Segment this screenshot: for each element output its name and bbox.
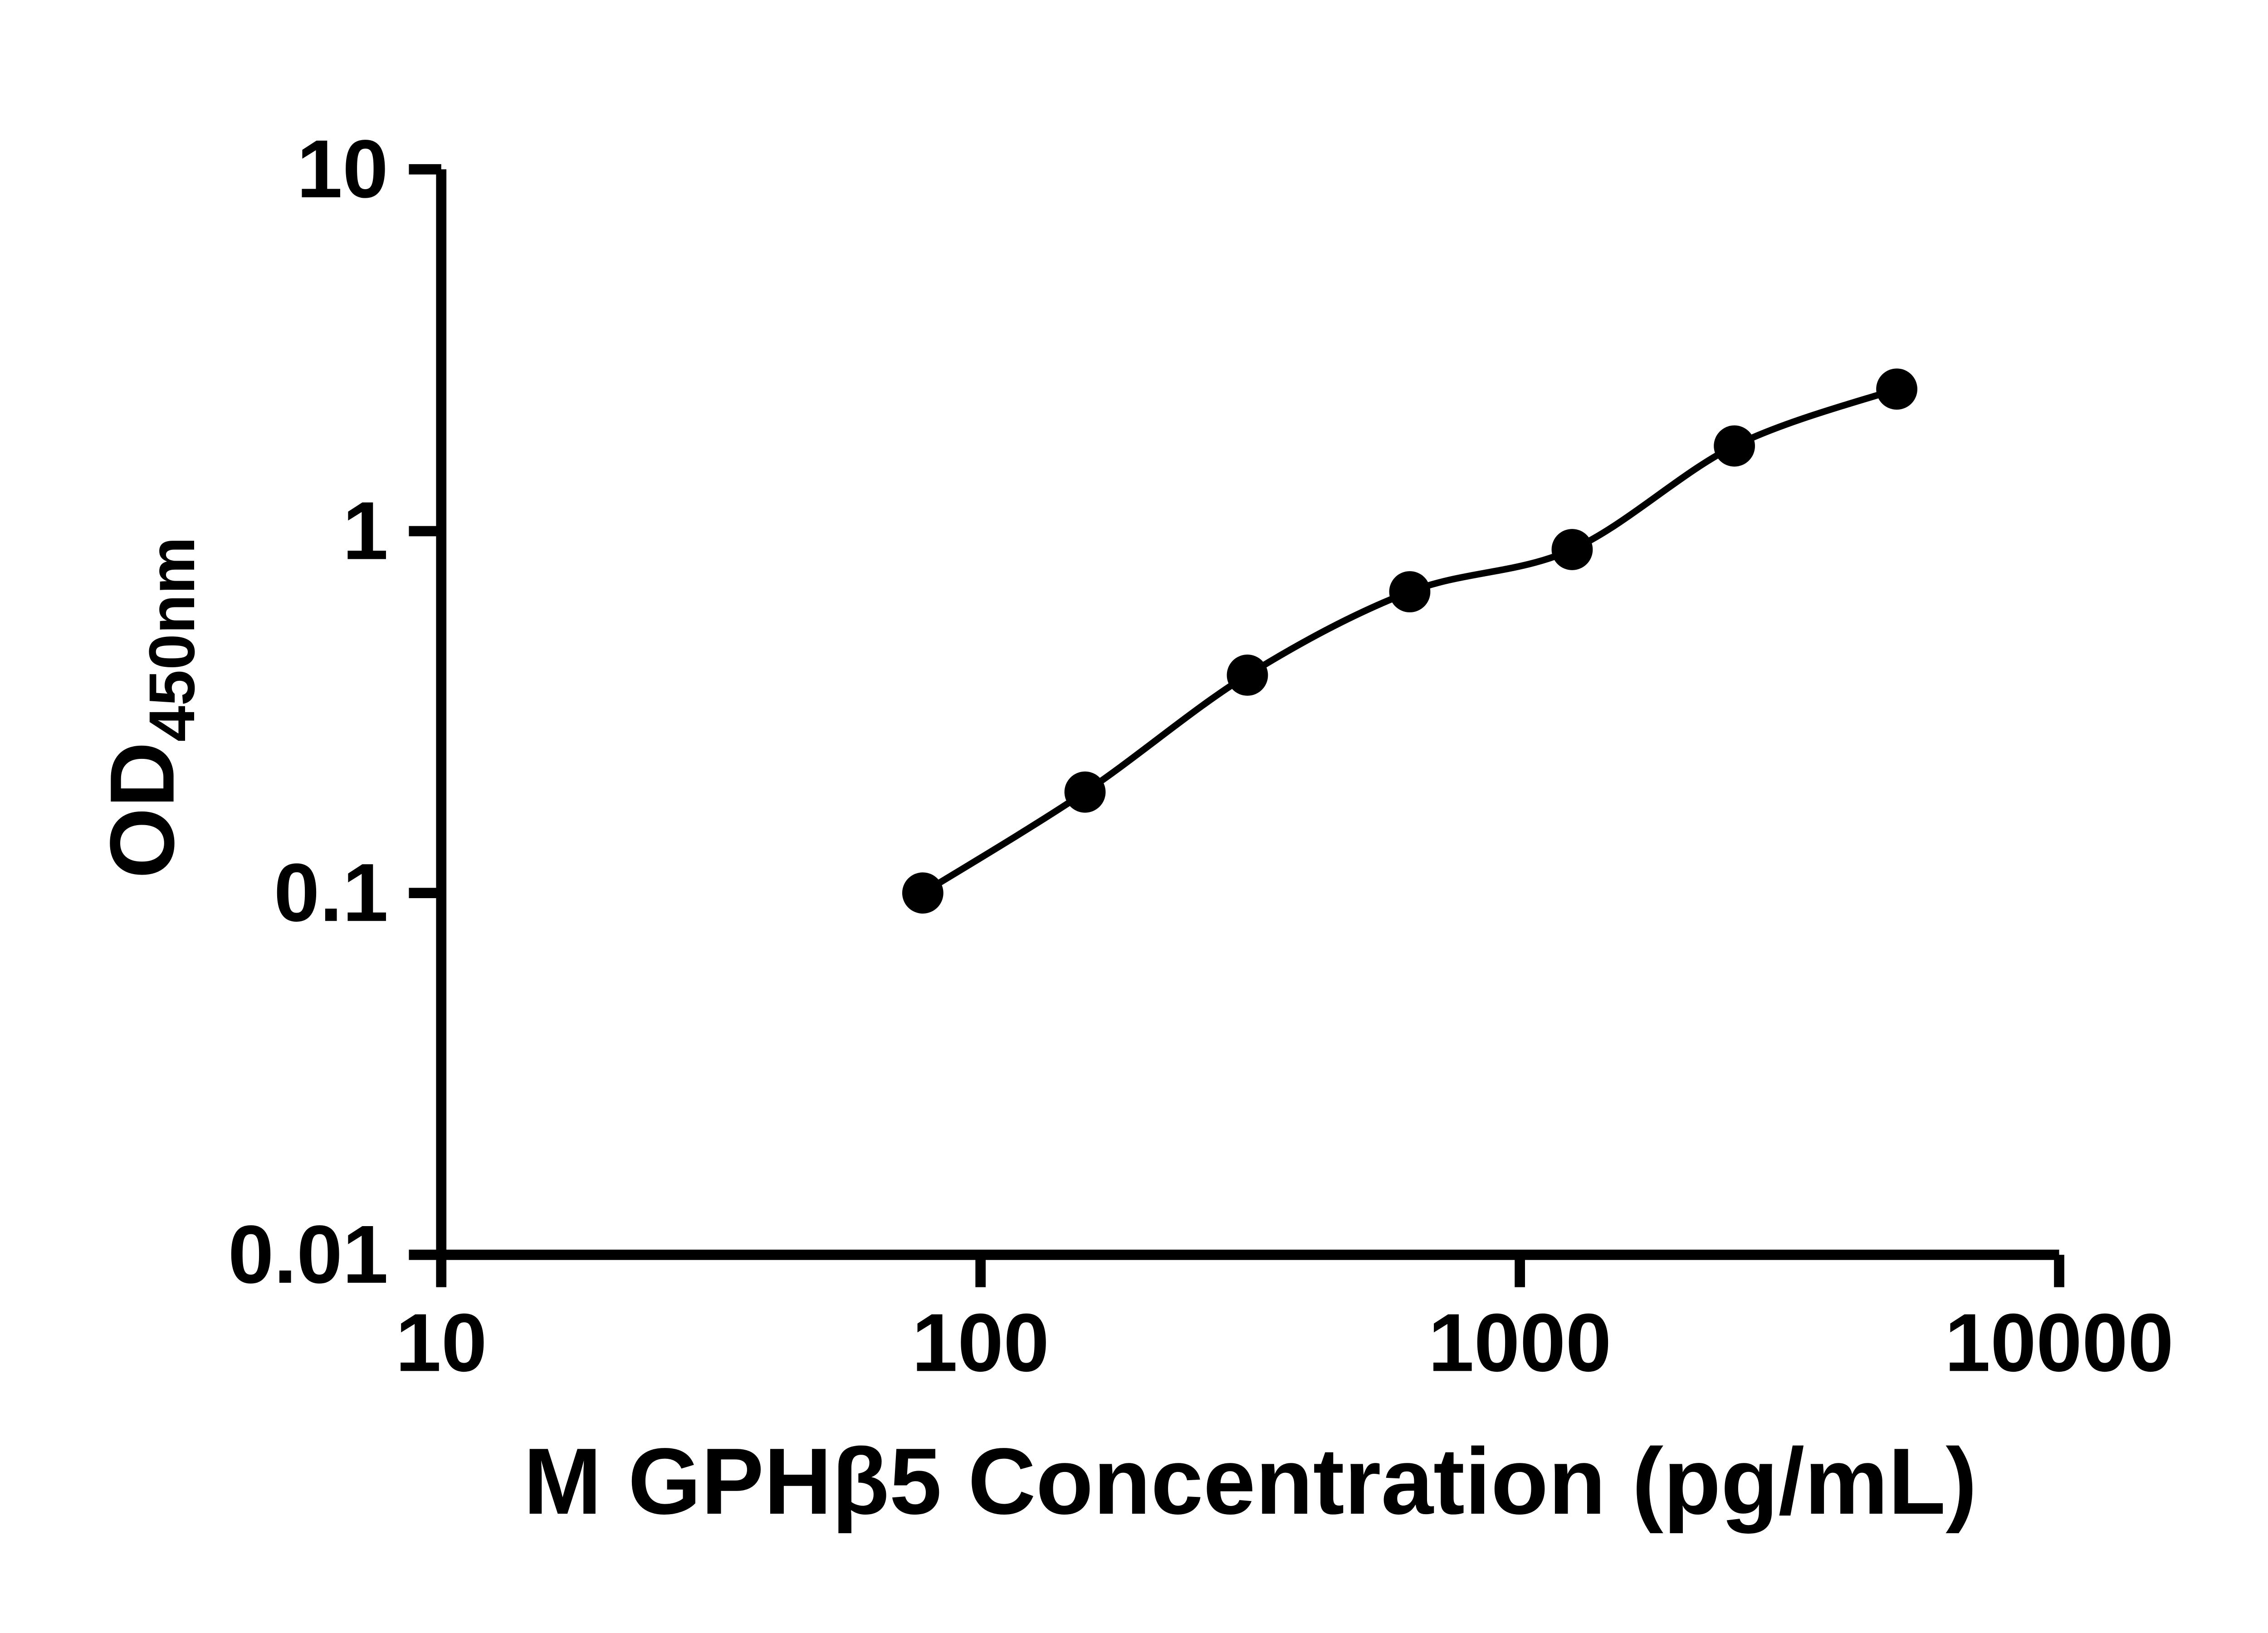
x-tick-label: 1000 (1428, 1297, 1612, 1389)
y-tick-label: 0.01 (228, 1209, 388, 1301)
y-tick-label: 10 (297, 123, 388, 215)
x-axis-title: M GPHβ5 Concentration (pg/mL) (523, 1428, 1977, 1534)
data-layer (902, 368, 1917, 914)
data-point (1064, 771, 1106, 813)
data-point (1714, 425, 1755, 467)
y-axis-title-main: OD (91, 742, 193, 879)
axis-spine (436, 169, 2059, 1260)
data-point (1551, 529, 1593, 570)
data-point (902, 872, 943, 914)
data-point (1227, 654, 1268, 696)
x-tick-label: 10 (396, 1297, 487, 1389)
fit-curve (921, 386, 1898, 896)
x-tick-label: 100 (912, 1297, 1049, 1389)
data-point (1389, 571, 1431, 612)
y-tick-label: 1 (342, 485, 388, 577)
x-tick-label: 10000 (1945, 1297, 2174, 1389)
y-axis-title: OD450nm (91, 537, 208, 879)
y-axis-title-sub: 450nm (136, 537, 208, 742)
y-tick-label: 0.1 (274, 847, 388, 939)
axes-layer (436, 169, 2059, 1260)
data-point (1876, 368, 1917, 410)
